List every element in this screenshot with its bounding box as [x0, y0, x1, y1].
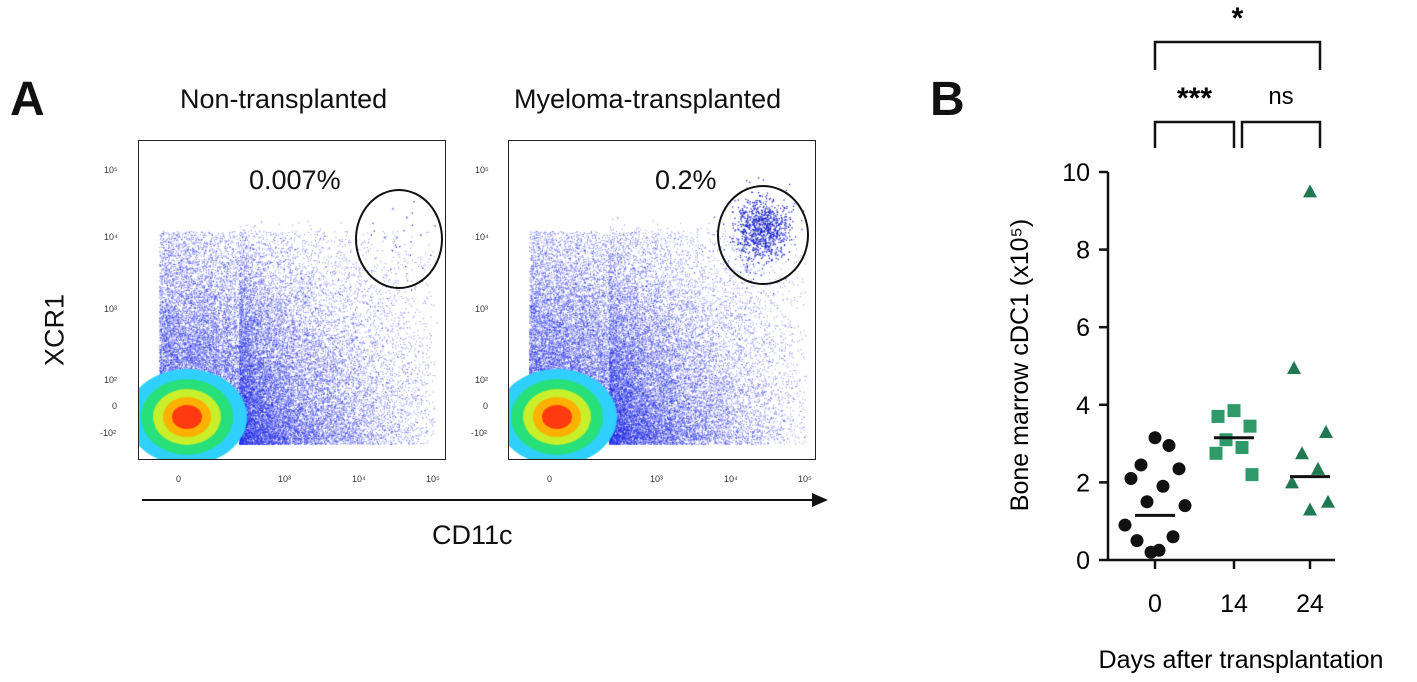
x-axis-arrow [142, 493, 828, 507]
data-point-day-0 [1144, 545, 1158, 559]
x-tick-label: 24 [1296, 590, 1324, 618]
data-point-day-24 [1303, 184, 1317, 198]
y-axis-label: Bone marrow cDC1 (x10⁵) [1006, 219, 1034, 511]
y-tick-label: -10² [471, 428, 488, 438]
x-axis-label: Days after transplantation [1099, 646, 1384, 674]
y-tick-label: 6 [1076, 314, 1090, 342]
data-point-day-24 [1285, 475, 1299, 489]
data-point-day-14 [1211, 409, 1225, 423]
data-point-day-0 [1172, 462, 1186, 476]
data-point-day-14 [1209, 446, 1223, 460]
y-tick-label: 10 [1062, 159, 1090, 187]
x-tick-label: 10⁵ [798, 474, 812, 484]
data-point-day-0 [1166, 530, 1180, 544]
significance-brackets: **** ns [1153, 2, 1322, 148]
x-tick-label: 10³ [650, 474, 664, 484]
data-point-day-24 [1321, 494, 1335, 508]
y-tick-label: 10⁴ [104, 232, 118, 242]
data-point-day-14 [1245, 468, 1259, 482]
y-tick-label: 10³ [104, 304, 118, 314]
plot-title-non-transplanted: Non-transplanted [180, 84, 388, 114]
flow-plot-non-transplanted: 0.007% [138, 140, 446, 460]
cdc1-gate [717, 185, 809, 285]
data-point-day-0 [1134, 458, 1148, 472]
data-point-day-0 [1118, 518, 1132, 532]
data-point-day-24 [1319, 424, 1333, 438]
data-point-day-0 [1130, 534, 1144, 548]
data-point-day-14 [1235, 440, 1249, 454]
y-tick-label: -10² [100, 428, 117, 438]
y-tick-label: 0 [112, 401, 118, 411]
data-points [1118, 184, 1335, 559]
x-tick-label: 10⁴ [352, 474, 366, 484]
gate-percent: 0.2% [655, 165, 717, 195]
data-point-day-24 [1303, 502, 1317, 516]
data-point-day-14 [1227, 404, 1241, 418]
y-tick-label: 0 [483, 401, 489, 411]
y-tick-label: 10⁴ [475, 232, 489, 242]
significance-bracket [1240, 120, 1322, 148]
data-point-day-0 [1140, 495, 1154, 509]
x-axis-label-cd11c: CD11c [432, 520, 513, 550]
data-point-day-24 [1287, 360, 1301, 374]
x-tick-label: 14 [1220, 590, 1248, 618]
cdc1-gate [355, 189, 443, 289]
y-tick-label: 2 [1076, 469, 1090, 497]
y-tick-label: 8 [1076, 237, 1090, 265]
y-tick-label: 10³ [475, 304, 489, 314]
data-point-day-0 [1178, 499, 1192, 513]
data-point-day-0 [1156, 479, 1170, 493]
panel-a-letter: A [10, 73, 45, 126]
y-tick-label: 10² [104, 375, 118, 385]
x-tick-label: 0 [176, 474, 182, 484]
flow-plot-myeloma-transplanted: 0.2% [508, 140, 816, 460]
x-tick-label: 10⁴ [724, 474, 738, 484]
data-point-day-0 [1162, 439, 1176, 453]
y-tick-label: 4 [1076, 392, 1090, 420]
x-tick-label: 0 [547, 474, 553, 484]
gate-percent: 0.007% [249, 165, 341, 195]
y-tick-label: 10⁵ [104, 165, 118, 175]
data-point-day-0 [1124, 472, 1138, 486]
significance-label: * [1232, 2, 1244, 35]
significance-label: ns [1268, 83, 1293, 110]
y-tick-label: 10⁵ [475, 165, 489, 175]
x-tick-label: 10³ [278, 474, 292, 484]
x-tick-label: 0 [1148, 590, 1162, 618]
data-point-day-24 [1295, 446, 1309, 460]
data-point-day-14 [1219, 433, 1233, 447]
data-point-day-14 [1243, 419, 1257, 433]
data-point-day-24 [1311, 461, 1325, 475]
x-tick-label: 10⁵ [426, 474, 440, 484]
plot-title-myeloma-transplanted: Myeloma-transplanted [514, 84, 782, 114]
data-point-day-0 [1148, 431, 1162, 445]
significance-bracket [1153, 120, 1236, 148]
y-tick-label: 10² [475, 375, 489, 385]
significance-bracket [1153, 40, 1322, 70]
significance-label: *** [1177, 82, 1212, 115]
y-axis-label-xcr1: XCR1 [39, 293, 70, 367]
y-tick-label: 0 [1076, 547, 1090, 575]
panel-b-letter: B [930, 73, 965, 126]
